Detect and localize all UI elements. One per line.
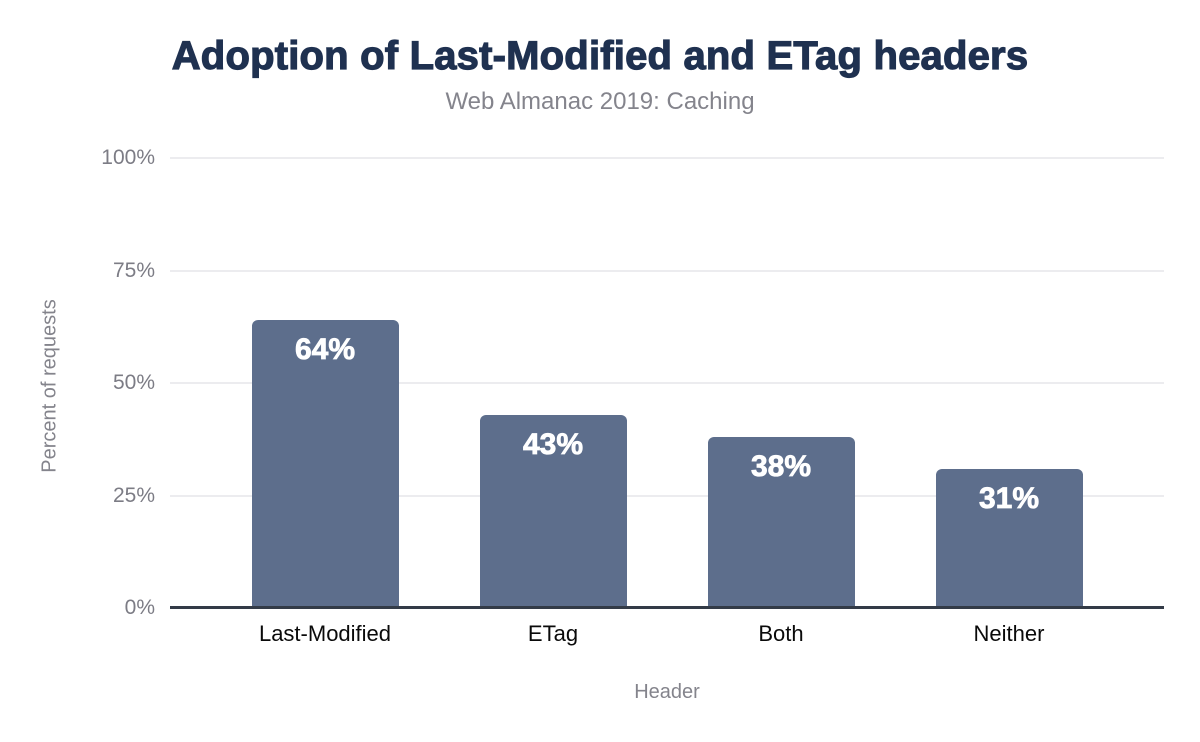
bar-neither: 31% bbox=[935, 468, 1083, 608]
x-axis-title: Header bbox=[634, 681, 700, 703]
x-axis-tick-label: Both bbox=[758, 621, 804, 646]
x-axis-tick-label: Last-Modified bbox=[258, 621, 392, 646]
chart-subtitle: Web Almanac 2019: Caching bbox=[445, 88, 755, 115]
y-axis-tick-label: 75% bbox=[112, 258, 155, 282]
x-axis-line bbox=[170, 606, 1164, 609]
y-axis-tick-label: 100% bbox=[101, 146, 155, 169]
gridline bbox=[170, 494, 1164, 497]
bars-group: 64% 43% 38% 31% bbox=[170, 158, 1164, 608]
y-axis-tick-label: 50% bbox=[112, 371, 155, 394]
y-axis-tick-label: 0% bbox=[124, 596, 155, 619]
bar-both: 38% bbox=[707, 437, 855, 608]
y-axis-title: Percent of requests bbox=[38, 299, 61, 473]
bar-value-label: 64% bbox=[294, 333, 356, 367]
x-axis-tick-label: ETag bbox=[527, 621, 579, 646]
bar-last-modified: 64% bbox=[251, 320, 399, 608]
bar-value-label: 43% bbox=[522, 427, 584, 461]
bar-value-label: 31% bbox=[978, 481, 1040, 515]
gridline bbox=[170, 382, 1164, 384]
plot-area: 64% 43% 38% 31% bbox=[170, 157, 1164, 609]
x-axis-tick-label: Neither bbox=[973, 621, 1045, 646]
bar-etag: 43% bbox=[479, 414, 627, 608]
chart-title: Adoption of Last-Modified and ETag heade… bbox=[171, 33, 1029, 78]
gridline bbox=[170, 269, 1164, 272]
gridline bbox=[170, 157, 1164, 159]
bar-value-label: 38% bbox=[750, 450, 812, 484]
y-axis-tick-label: 25% bbox=[112, 483, 155, 507]
